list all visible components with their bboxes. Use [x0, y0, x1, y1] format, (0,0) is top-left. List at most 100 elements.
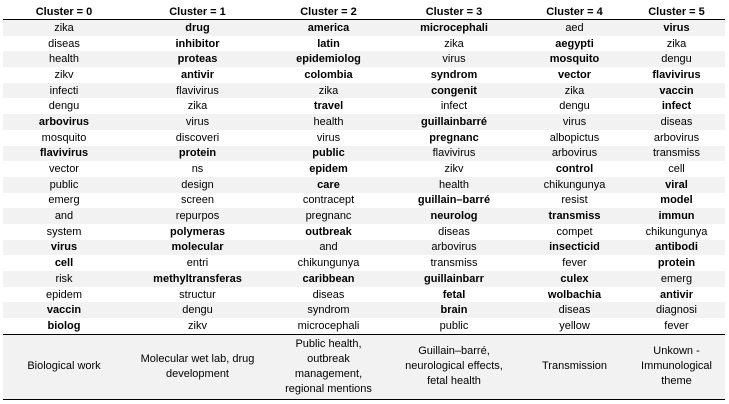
table-row: flavivirus protein public flavivirus arbovir… — [3, 145, 725, 162]
theme-line: Biological work — [27, 360, 101, 373]
keyword-cell: vaccin — [3, 302, 125, 319]
keyword-cell: arbovirus — [3, 114, 125, 130]
keyword-cell: yellow — [521, 318, 628, 335]
keyword-cell: public — [3, 176, 125, 193]
keyword-cell: arbovirus — [521, 145, 628, 162]
keyword-cell: methyltransferas — [125, 271, 270, 287]
keyword-cell: virus — [3, 239, 125, 256]
keyword-cell: and — [3, 208, 125, 224]
keyword-cell: infect — [628, 98, 725, 115]
keyword-cell: chikungunya — [270, 255, 387, 271]
theme-cluster-3: Guillain–barré, neurological effects, feta… — [387, 333, 521, 400]
keyword-cell: vector — [3, 161, 125, 177]
keyword-cell: diseas — [521, 302, 628, 319]
theme-line: regional mentions — [285, 382, 372, 395]
keyword-cell: infect — [387, 98, 521, 115]
header-cluster-2: Cluster = 2 — [270, 4, 387, 20]
theme-cluster-0: Biological work — [3, 333, 125, 400]
keyword-cell: diseas — [270, 286, 387, 303]
table-row: mosquito discoveri virus pregnanc albopictus… — [3, 129, 725, 146]
keyword-cell: latin — [270, 35, 387, 52]
keyword-cell: flavivirus — [125, 82, 270, 99]
keyword-cell: arbovirus — [387, 239, 521, 256]
keyword-cell: zikv — [3, 67, 125, 83]
keyword-cell: neurolog — [387, 208, 521, 224]
theme-line: Molecular wet lab, drug — [140, 352, 255, 365]
keyword-cell: zikv — [125, 318, 270, 335]
keyword-cell: syndrom — [270, 302, 387, 319]
keyword-cell: caribbean — [270, 271, 387, 287]
keyword-cell: dengu — [628, 51, 725, 68]
keyword-cell: microcephali — [387, 19, 521, 36]
keyword-cell: vaccin — [628, 82, 725, 99]
header-cluster-4: Cluster = 4 — [521, 4, 628, 20]
keyword-cell: chikungunya — [521, 176, 628, 193]
keyword-cell: entri — [125, 255, 270, 271]
keyword-cell: albopictus — [521, 129, 628, 146]
table-row: vector ns epidem zikv control cell — [3, 161, 725, 177]
keyword-cell: flavivirus — [628, 67, 725, 83]
keyword-cell: mosquito — [521, 51, 628, 68]
keyword-cell: public — [387, 318, 521, 335]
keyword-cell: antivir — [125, 67, 270, 83]
theme-cluster-5: Unkown - Immunological theme — [628, 333, 725, 400]
cluster-table-container: Cluster = 0 Cluster = 1 Cluster = 2 Clus… — [3, 4, 725, 400]
keyword-cell: vector — [521, 67, 628, 83]
keyword-cell: zika — [270, 82, 387, 99]
header-cluster-1: Cluster = 1 — [125, 4, 270, 20]
keyword-cell: aegypti — [521, 35, 628, 52]
table-row: epidem structur diseas fetal wolbachia antivi… — [3, 286, 725, 303]
table-row: infecti flavivirus zika congenit zika vaccin — [3, 82, 725, 99]
keyword-cell: epidem — [3, 286, 125, 303]
keyword-cell: dengu — [125, 302, 270, 319]
keyword-cell: drug — [125, 19, 270, 36]
table-row: arbovirus virus health guillainbarré virus di… — [3, 114, 725, 130]
table-row: virus molecular and arbovirus insecticid anti… — [3, 239, 725, 256]
keyword-cell: resist — [521, 192, 628, 209]
table-row: risk methyltransferas caribbean guillainbar… — [3, 271, 725, 287]
keyword-cell: insecticid — [521, 239, 628, 256]
keyword-cell: dengu — [3, 98, 125, 115]
keyword-cell: contracept — [270, 192, 387, 209]
keyword-cell: arbovirus — [628, 129, 725, 146]
keyword-cell: public — [270, 145, 387, 162]
keyword-cell: flavivirus — [3, 145, 125, 162]
keyword-cell: virus — [628, 19, 725, 36]
keyword-cell: zika — [125, 98, 270, 115]
keyword-cell: outbreak — [270, 223, 387, 240]
theme-line: fetal health — [427, 375, 481, 388]
keyword-cell: emerg — [3, 192, 125, 209]
theme-line: theme — [661, 375, 692, 388]
keyword-cell: compet — [521, 223, 628, 240]
theme-line: outbreak — [307, 352, 350, 365]
keyword-cell: culex — [521, 271, 628, 287]
keyword-cell: ns — [125, 161, 270, 177]
table-row: zika drug america microcephali aed virus — [3, 19, 725, 36]
keyword-cell: structur — [125, 286, 270, 303]
table-row: system polymeras outbreak diseas compet chiku… — [3, 223, 725, 240]
keyword-cell: virus — [125, 114, 270, 130]
header-cluster-0: Cluster = 0 — [3, 4, 125, 20]
keyword-cell: virus — [387, 51, 521, 68]
keyword-cell: repurpos — [125, 208, 270, 224]
theme-line: Transmission — [542, 360, 607, 373]
keyword-cell: transmiss — [521, 208, 628, 224]
table-row: dengu zika travel infect dengu infect — [3, 98, 725, 115]
keyword-cell: control — [521, 161, 628, 177]
keyword-cell: syndrom — [387, 67, 521, 83]
theme-line: Guillain–barré, — [418, 345, 490, 358]
keyword-rows: zika drug america microcephali aed virus disea… — [3, 19, 725, 335]
keyword-cell: zika — [3, 19, 125, 36]
keyword-cell: polymeras — [125, 223, 270, 240]
table-row: and repurpos pregnanc neurolog transmiss immu… — [3, 208, 725, 224]
table-row: health proteas epidemiolog virus mosquito den… — [3, 51, 725, 68]
keyword-cell: risk — [3, 271, 125, 287]
theme-cluster-4: Transmission — [521, 333, 628, 400]
keyword-cell: wolbachia — [521, 286, 628, 303]
theme-cluster-1: Molecular wet lab, drug development — [125, 333, 270, 400]
keyword-cell: zika — [628, 35, 725, 52]
keyword-cell: guillain–barré — [387, 192, 521, 209]
keyword-cell: design — [125, 176, 270, 193]
cluster-keywords-table: Cluster = 0 Cluster = 1 Cluster = 2 Clus… — [3, 4, 725, 400]
keyword-cell: antibodi — [628, 239, 725, 256]
